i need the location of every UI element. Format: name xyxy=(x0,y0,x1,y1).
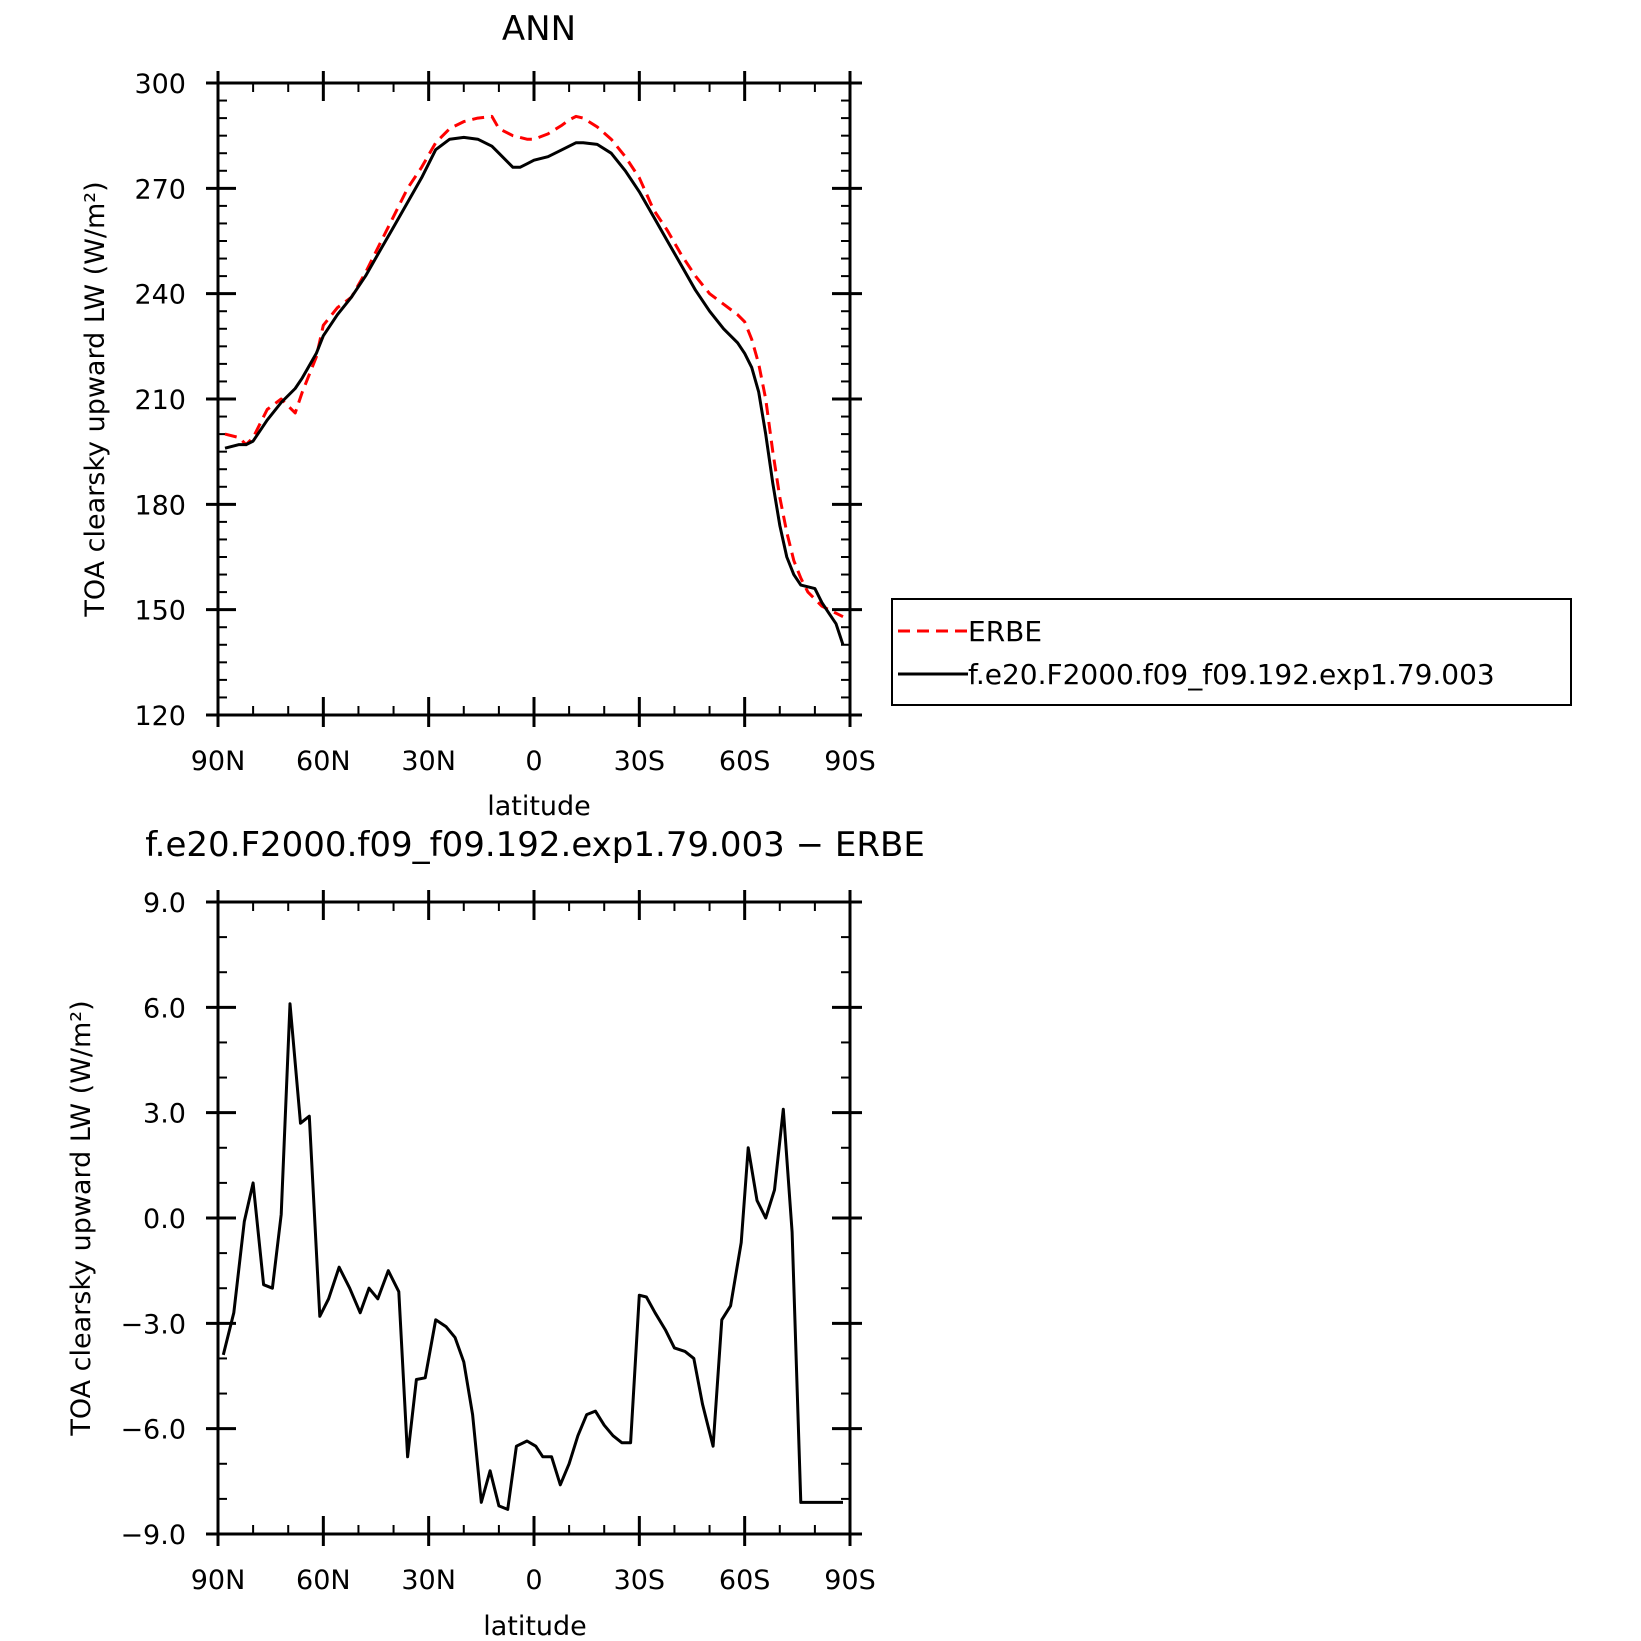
legend-box xyxy=(891,598,1572,706)
top-series-group xyxy=(224,114,845,646)
y-tick-label: 9.0 xyxy=(143,888,186,919)
series-line-erbe xyxy=(224,114,844,619)
x-tick-label: 30N xyxy=(401,1565,456,1596)
x-tick-label: 30N xyxy=(401,746,456,777)
y-tick-label: 300 xyxy=(134,69,186,100)
y-tick-label: 0.0 xyxy=(143,1204,186,1235)
top-plot-frame xyxy=(216,81,852,717)
bottom-chart-title: f.e20.F2000.f09_f09.192.exp1.79.003 − ER… xyxy=(145,825,925,865)
x-tick-label: 0 xyxy=(525,746,542,777)
top-y-tick-labels: 300 270 240 210 180 150 120 xyxy=(134,69,186,732)
x-tick-label: 90S xyxy=(824,746,876,777)
top-chart-title: ANN xyxy=(502,9,576,49)
y-tick-label: −3.0 xyxy=(120,1309,186,1340)
bottom-x-axis-label: latitude xyxy=(483,1611,587,1641)
y-tick-label: 180 xyxy=(134,490,186,521)
y-tick-label: −9.0 xyxy=(120,1520,186,1551)
legend: ERBE f.e20.F2000.f09_f09.192.exp1.79.003 xyxy=(891,598,1572,706)
y-tick-label: 120 xyxy=(134,701,186,732)
legend-label-model: f.e20.F2000.f09_f09.192.exp1.79.003 xyxy=(968,658,1495,691)
top-y-axis-label: TOA clearsky upward LW (W/m²) xyxy=(80,181,111,617)
x-tick-label: 90N xyxy=(191,1565,246,1596)
y-tick-label: 270 xyxy=(134,174,186,205)
series-line-difference xyxy=(221,1002,843,1511)
bottom-plot-frame xyxy=(216,900,852,1536)
y-tick-label: −6.0 xyxy=(120,1415,186,1446)
x-tick-label: 90N xyxy=(191,746,246,777)
top-x-axis-label: latitude xyxy=(487,791,591,822)
top-x-tick-labels: 90N 60N 30N 0 30S 60S 90S xyxy=(191,746,876,777)
bottom-y-tick-labels: 9.0 6.0 3.0 0.0 −3.0 −6.0 −9.0 xyxy=(120,888,186,1551)
bottom-y-axis-label: TOA clearsky upward LW (W/m²) xyxy=(66,1000,97,1436)
x-tick-label: 60N xyxy=(296,746,351,777)
y-tick-label: 3.0 xyxy=(143,1099,186,1130)
x-tick-label: 60S xyxy=(719,746,771,777)
bottom-series-group xyxy=(221,1002,843,1511)
y-tick-label: 6.0 xyxy=(143,993,186,1024)
y-tick-label: 210 xyxy=(134,385,186,416)
x-tick-label: 90S xyxy=(824,1565,876,1596)
series-line-model xyxy=(224,135,845,646)
top-ticks xyxy=(206,71,862,727)
top-panel: ANN 300 270 240 210 180 150 120 90N 60N 30N 0 30S 6… xyxy=(80,9,876,822)
x-tick-label: 30S xyxy=(614,1565,666,1596)
x-tick-label: 60S xyxy=(719,1565,771,1596)
y-tick-label: 240 xyxy=(134,280,186,311)
bottom-ticks xyxy=(206,890,862,1546)
bottom-x-tick-labels: 90N 60N 30N 0 30S 60S 90S xyxy=(191,1565,876,1596)
y-tick-label: 150 xyxy=(134,596,186,627)
x-tick-label: 0 xyxy=(525,1565,542,1596)
x-tick-label: 60N xyxy=(296,1565,351,1596)
x-tick-label: 30S xyxy=(614,746,666,777)
legend-label-erbe: ERBE xyxy=(968,615,1042,648)
bottom-panel: f.e20.F2000.f09_f09.192.exp1.79.003 − ER… xyxy=(66,825,925,1641)
